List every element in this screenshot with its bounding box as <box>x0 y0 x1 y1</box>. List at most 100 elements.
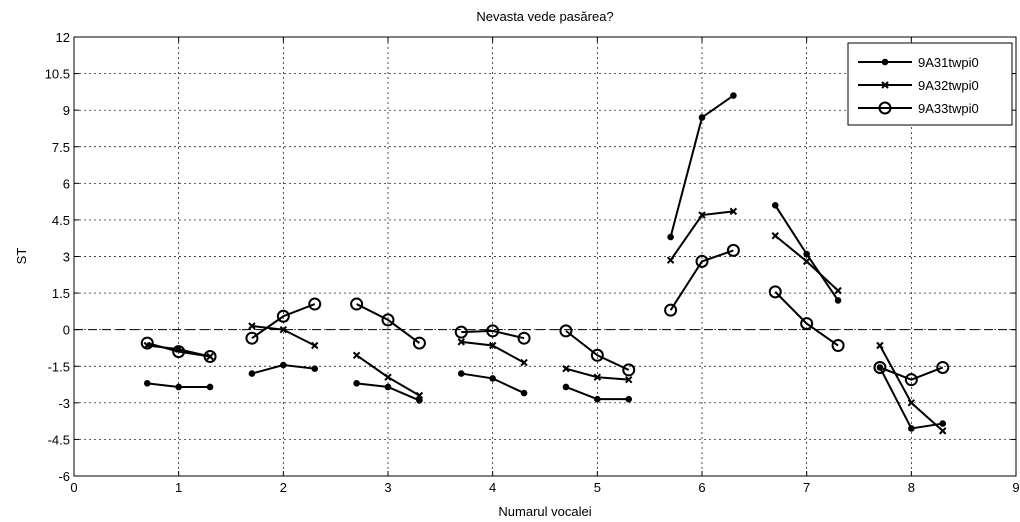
y-tick-label: -6 <box>58 469 70 484</box>
x-marker-stroke <box>488 341 497 350</box>
data-point-circle <box>664 303 678 317</box>
data-point-x <box>279 325 288 334</box>
data-point-dot <box>416 397 423 404</box>
x-marker-stroke <box>771 232 779 240</box>
x-tick-label: 6 <box>698 480 705 495</box>
data-point-x <box>593 373 602 381</box>
legend-label: 9A31twpi0 <box>918 55 979 70</box>
data-point-dot <box>625 395 633 403</box>
y-tick-label: 0 <box>63 323 70 338</box>
x-tick-label: 8 <box>908 480 915 495</box>
series-line <box>356 303 420 344</box>
data-point-circle <box>873 360 887 374</box>
x-tick-label: 7 <box>803 480 810 495</box>
y-tick-label: -1.5 <box>48 359 70 374</box>
data-point-dot <box>698 114 706 121</box>
series-1 <box>143 207 947 435</box>
data-point-dot <box>175 383 182 391</box>
data-point-circle <box>486 324 500 338</box>
data-point-x <box>907 399 916 407</box>
data-point-circle <box>172 345 186 359</box>
x-marker-stroke <box>593 373 602 381</box>
series-line <box>879 366 944 381</box>
data-point-circle <box>559 324 573 338</box>
data-point-circle <box>350 297 364 311</box>
data-point-circle <box>590 348 604 362</box>
legend: 9A31twpi0 9A32twpi0 9A33twpi0 <box>847 42 1013 126</box>
x-marker-stroke <box>939 427 947 435</box>
x-marker-stroke <box>625 375 633 384</box>
x-marker-stroke <box>457 338 465 346</box>
data-point-x <box>248 322 256 330</box>
data-point-circle <box>904 373 918 387</box>
series-line <box>774 291 839 347</box>
data-point-dot <box>803 250 810 258</box>
data-point-dot <box>667 233 674 241</box>
y-tick-label: 7.5 <box>52 140 70 155</box>
data-point-dot <box>248 370 256 377</box>
plot-frame <box>73 36 1017 477</box>
data-point-dot <box>594 395 601 403</box>
data-point-dot <box>206 383 214 391</box>
data-point-x <box>771 232 779 240</box>
series-0 <box>143 92 947 432</box>
legend-label: 9A33twpi0 <box>918 101 979 116</box>
data-point-circle <box>454 325 468 339</box>
x-marker-stroke <box>834 286 842 295</box>
data-point-dot <box>489 375 496 382</box>
data-point-x <box>415 391 424 400</box>
data-point-x <box>520 358 528 367</box>
series-line <box>147 342 211 358</box>
series-line <box>669 249 734 311</box>
x-tick-label: 2 <box>280 480 287 495</box>
series-2 <box>140 243 950 387</box>
x-marker-stroke <box>881 81 889 89</box>
data-point-x <box>625 375 633 384</box>
x-marker-stroke <box>907 399 916 407</box>
series-line <box>461 329 525 340</box>
y-tick-label: 10.5 <box>45 67 70 82</box>
x-marker-stroke <box>729 207 738 216</box>
y-tick-label: 9 <box>63 103 70 118</box>
x-tick-label: 3 <box>384 480 391 495</box>
y-tick-label: 1.5 <box>52 286 70 301</box>
x-tick-label: 1 <box>175 480 182 495</box>
tick-labels: 0 1 2 3 4 5 6 7 8 9-6-4.5-3-1.501.534.567.5910.51… <box>45 30 1020 495</box>
data-point-circle <box>695 254 709 268</box>
x-tick-label: 9 <box>1012 480 1019 495</box>
data-point-x <box>834 286 842 295</box>
data-point-x <box>457 338 465 346</box>
x-marker-stroke <box>279 325 288 334</box>
data-point-circle <box>412 336 426 350</box>
data-point-dot <box>520 389 528 397</box>
y-tick-label: 6 <box>63 176 70 191</box>
data-point-dot <box>908 425 915 432</box>
data-point-circle <box>936 360 950 374</box>
chart-title: Nevasta vede pasărea? <box>476 9 613 24</box>
data-point-x <box>562 364 570 373</box>
data-point-dot <box>939 420 947 427</box>
x-marker-stroke <box>666 256 675 264</box>
data-point-circle <box>878 101 892 115</box>
y-tick-label: -3 <box>58 396 70 411</box>
x-marker-stroke <box>520 358 528 367</box>
data-point-dot <box>771 201 779 209</box>
data-point-circle <box>726 243 740 257</box>
data-point-dot <box>457 370 465 377</box>
legend-item: 9A33twpi0 <box>858 101 979 116</box>
data-point-x <box>698 211 706 219</box>
x-marker-stroke <box>876 341 884 350</box>
legend-label: 9A32twpi0 <box>918 78 979 93</box>
data-point-dot <box>730 92 737 99</box>
x-marker-stroke <box>384 373 392 381</box>
data-point-x <box>488 341 497 350</box>
x-marker-stroke <box>562 364 570 373</box>
x-tick-label: 0 <box>70 480 77 495</box>
data-point-circle <box>245 331 259 345</box>
data-point-x <box>802 257 811 266</box>
x-marker-stroke <box>248 322 256 330</box>
data-point-x <box>384 373 392 381</box>
data-point-dot <box>353 380 360 387</box>
data-point-dot <box>834 297 842 304</box>
y-tick-label: 12 <box>56 30 70 45</box>
